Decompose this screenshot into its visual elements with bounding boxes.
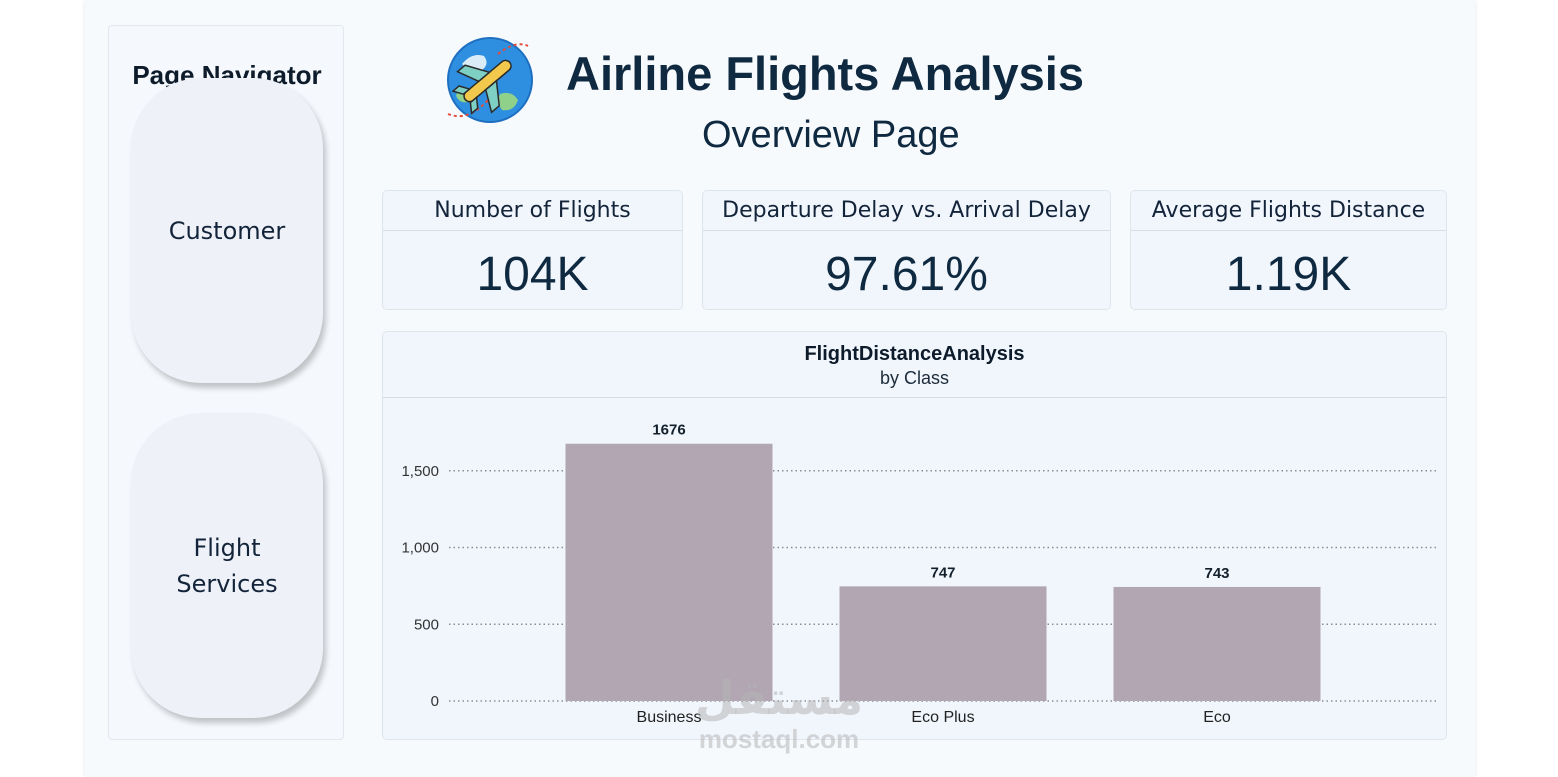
- kpi-value: 97.61%: [825, 248, 988, 301]
- kpi-label: Departure Delay vs. Arrival Delay: [703, 191, 1110, 231]
- x-tick-label: Eco Plus: [911, 709, 974, 726]
- chart-subtitle: by Class: [879, 368, 950, 388]
- kpi-value: 104K: [476, 248, 589, 301]
- kpi-value: 1.19K: [1225, 248, 1352, 301]
- kpi-card-number-of-flights: Number of Flights 104K: [382, 190, 683, 310]
- kpi-label: Average Flights Distance: [1131, 191, 1446, 231]
- data-label: 747: [930, 564, 955, 581]
- page-title: Airline Flights Analysis: [566, 47, 1084, 100]
- x-tick-label: Eco: [1203, 709, 1231, 726]
- bar-business: [565, 443, 773, 701]
- y-tick-label: 500: [414, 616, 439, 633]
- data-label: 743: [1204, 565, 1229, 582]
- page-navigator: Page Navigator Customer Flight Services: [108, 25, 344, 740]
- globe-airplane-icon: [440, 34, 536, 126]
- page-subtitle: Overview Page: [702, 114, 960, 156]
- x-tick-label: Business: [637, 709, 702, 726]
- y-tick-label: 1,000: [401, 540, 439, 557]
- chart-header: FlightDistanceAnalysis by Class: [383, 332, 1446, 398]
- kpi-card-delay-ratio: Departure Delay vs. Arrival Delay 97.61%: [702, 190, 1111, 310]
- kpi-label: Number of Flights: [383, 191, 682, 231]
- y-tick-label: 1,500: [401, 463, 439, 480]
- bar-eco-plus: [839, 586, 1047, 701]
- y-tick-label: 0: [431, 693, 439, 710]
- chart-title: FlightDistanceAnalysis: [804, 343, 1025, 365]
- bar-chart-svg: 0 500 1,000 1,500 1676 Business 747 Eco Plus 743…: [401, 422, 1436, 726]
- bar-eco: [1113, 586, 1321, 701]
- flight-distance-chart: FlightDistanceAnalysis by Class 0 500 1,00…: [382, 331, 1447, 740]
- nav-button-flight-services[interactable]: Flight Services: [131, 413, 323, 718]
- nav-button-customer[interactable]: Customer: [131, 78, 323, 383]
- data-label: 1676: [652, 422, 685, 439]
- kpi-card-average-distance: Average Flights Distance 1.19K: [1130, 190, 1447, 310]
